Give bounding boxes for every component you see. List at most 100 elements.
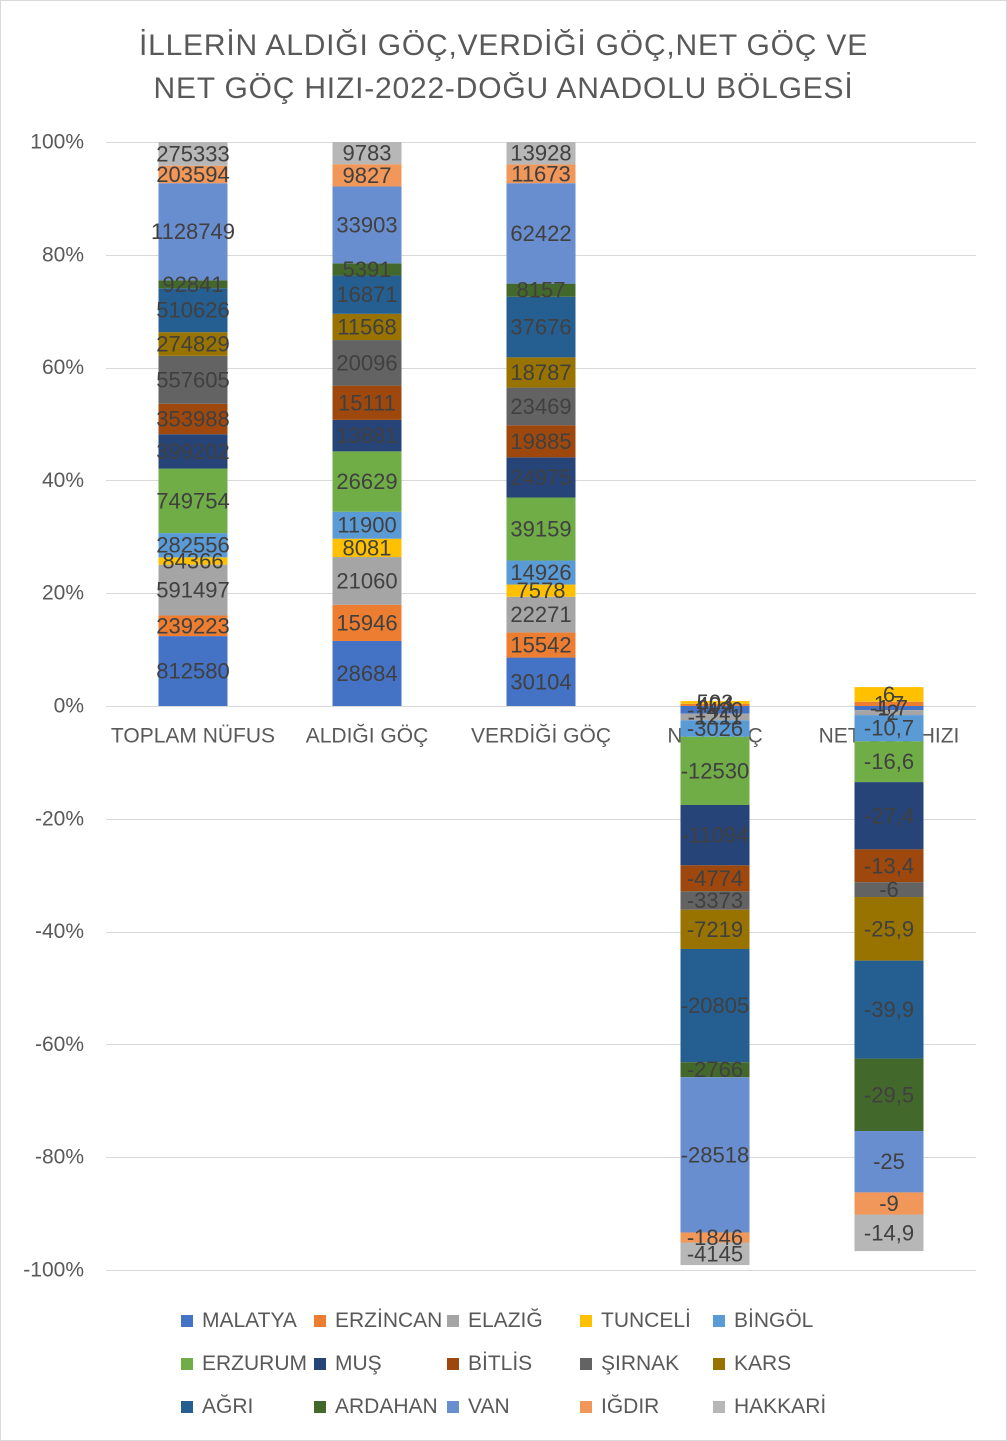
- bar-segment: [854, 715, 924, 742]
- data-label: -14,9: [864, 1220, 914, 1245]
- bar-segment: [506, 425, 576, 458]
- bar-segment: [680, 1232, 750, 1243]
- legend-item: IĞDIR: [580, 1385, 713, 1428]
- legend-swatch: [447, 1400, 459, 1413]
- data-label: -39,9: [864, 997, 914, 1022]
- bar-segment: [506, 183, 576, 284]
- data-label: 11900: [337, 513, 397, 538]
- stacked-columns: [158, 142, 924, 1266]
- legend-item: MUŞ: [314, 1342, 447, 1385]
- data-label: 274829: [156, 332, 229, 357]
- data-label: 7578: [517, 578, 566, 603]
- y-tick-label: 80%: [42, 243, 84, 266]
- legend-swatch: [580, 1400, 592, 1413]
- legend-label: MUŞ: [335, 1351, 382, 1375]
- y-tick-label: -100%: [23, 1259, 84, 1282]
- data-label: 19885: [510, 429, 571, 454]
- bar-segment: [332, 385, 402, 420]
- y-tick-label: 40%: [42, 469, 84, 492]
- bar-segment: [158, 403, 228, 435]
- legend: MALATYA ERZİNCAN ELAZIĞ TUNCELİ BİNGÖL ERZURU…: [181, 1299, 846, 1428]
- legend-label: ARDAHAN: [335, 1394, 438, 1418]
- data-label: 5391: [343, 257, 392, 282]
- data-label: 37676: [510, 315, 571, 340]
- legend-label: TUNCELİ: [601, 1308, 691, 1332]
- legend-swatch: [181, 1314, 193, 1327]
- data-label: -6: [879, 877, 899, 902]
- x-tick-label: ALDIĞI GÖÇ: [306, 725, 429, 748]
- chart-title-line-2: NET GÖÇ HIZI-2022-DOĞU ANADOLU BÖLGESİ: [153, 72, 854, 105]
- bar-segment: [854, 882, 924, 898]
- bar-segment: [158, 434, 228, 469]
- data-label: -12530: [681, 758, 750, 783]
- bar-segment: [332, 604, 402, 641]
- data-label: -1420: [687, 697, 743, 722]
- legend-swatch: [314, 1314, 326, 1327]
- bar-segment: [854, 710, 924, 716]
- data-label: 22271: [510, 602, 571, 627]
- bar-segment: [158, 288, 228, 333]
- bar-segment: [680, 948, 750, 1063]
- bar-segment: [680, 1077, 750, 1233]
- data-label: 92841: [162, 272, 223, 297]
- bar-segment: [158, 468, 228, 534]
- data-label: -2: [879, 700, 899, 725]
- bar-segment: [332, 186, 402, 264]
- data-label: 591497: [156, 578, 229, 603]
- bar-segment: [158, 142, 228, 166]
- bar-segment: [332, 451, 402, 512]
- data-label: 18787: [510, 360, 571, 385]
- data-label: -4774: [687, 866, 743, 891]
- bar-segment: [680, 720, 750, 737]
- data-label: 24975: [510, 465, 571, 490]
- bar-segment: [680, 1062, 750, 1078]
- bar-segment: [854, 782, 924, 850]
- bar-segment: [332, 275, 402, 314]
- bar-segment: [158, 533, 228, 558]
- bar-segment: [854, 960, 924, 1059]
- bar-segment: [506, 657, 576, 706]
- data-label: 13881: [336, 423, 397, 448]
- bar-segment: [854, 741, 924, 783]
- bar-segment: [506, 357, 576, 388]
- data-label: 404: [697, 692, 734, 717]
- bar-segment: [158, 557, 228, 565]
- legend-swatch: [314, 1357, 326, 1370]
- legend-label: ERZURUM: [202, 1351, 307, 1375]
- bar-segment: [680, 909, 750, 949]
- gridlines: [106, 142, 976, 1271]
- bar-segment: [506, 164, 576, 184]
- data-label: 399202: [156, 439, 229, 464]
- bar-segment: [506, 283, 576, 297]
- bar-segment: [680, 713, 750, 721]
- data-label: 15542: [510, 633, 571, 658]
- data-label: -3026: [687, 716, 743, 741]
- data-label: 282556: [156, 533, 229, 558]
- data-label: 203594: [156, 162, 229, 187]
- data-label: -27,4: [864, 803, 914, 828]
- legend-label: ERZİNCAN: [335, 1308, 443, 1332]
- legend-label: BİTLİS: [468, 1351, 533, 1375]
- data-label: 503: [697, 690, 734, 715]
- bar-segment: [158, 564, 228, 616]
- bar-segment: [332, 164, 402, 187]
- bar-segment: [506, 296, 576, 358]
- bar-segment: [506, 584, 576, 597]
- data-label: -3373: [687, 888, 743, 913]
- bar-segment: [158, 355, 228, 404]
- data-label: -2766: [687, 1057, 743, 1082]
- legend-item: AĞRI: [181, 1385, 314, 1428]
- bar-segment: [680, 891, 750, 910]
- data-label: -25,9: [864, 916, 914, 941]
- data-label: 1128749: [151, 219, 235, 244]
- bar-segment: [506, 457, 576, 498]
- bar-segment: [332, 557, 402, 605]
- data-label: 8081: [343, 535, 392, 560]
- legend-swatch: [580, 1314, 592, 1327]
- bar-segment: [854, 897, 924, 961]
- legend-swatch: [580, 1357, 592, 1370]
- y-tick-label: 100%: [30, 131, 84, 154]
- legend-item: BİNGÖL: [713, 1299, 846, 1342]
- data-label: 33903: [336, 212, 397, 237]
- data-label: -10,7: [864, 716, 914, 741]
